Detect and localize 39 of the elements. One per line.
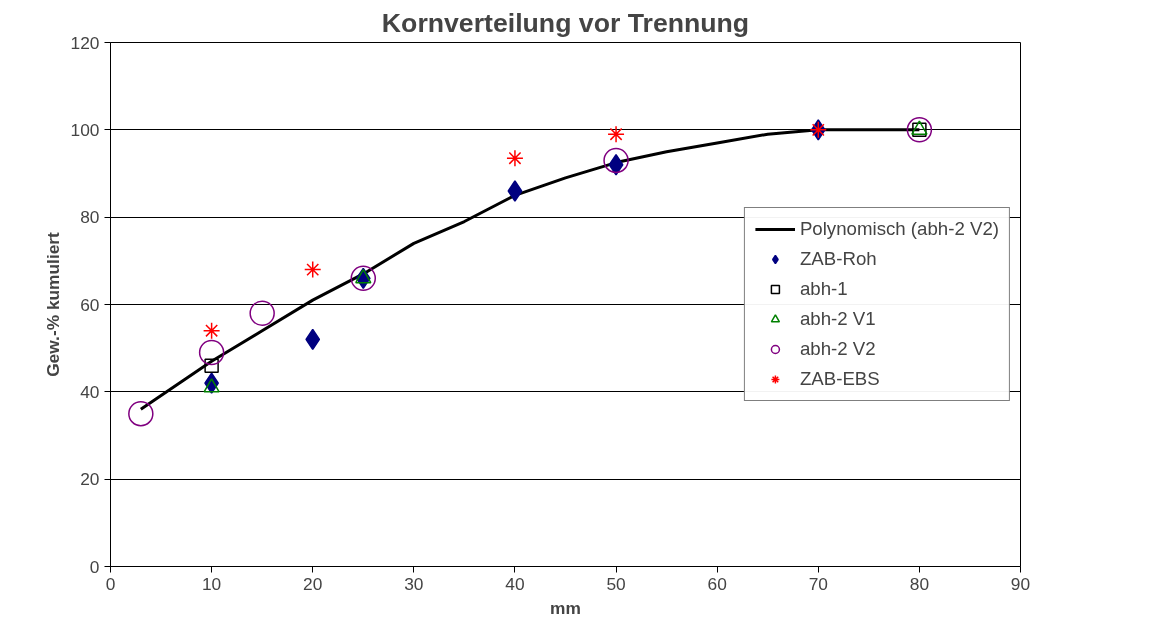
chart-title: Kornverteilung vor Trennung (381, 7, 750, 38)
point (202, 321, 221, 340)
x-tick-label: 0 (105, 573, 116, 594)
y-tick-label: 100 (70, 119, 100, 140)
point (507, 180, 523, 202)
x-tick-label: 20 (303, 573, 323, 594)
legend-label: abh-1 (799, 278, 848, 300)
y-tick-label: 20 (80, 469, 100, 490)
point (204, 358, 219, 373)
x-tick-label: 30 (404, 573, 424, 594)
x-tick-label: 60 (707, 573, 727, 594)
legend-label: Polynomisch (abh-2 V2) (799, 218, 999, 240)
point (350, 265, 377, 292)
legend-label: abh-2 V2 (799, 338, 876, 360)
point (249, 300, 275, 326)
x-tick-label: 80 (909, 573, 930, 594)
point (128, 400, 154, 427)
y-tick-label: 60 (80, 294, 100, 315)
point (303, 260, 322, 279)
x-tick-label: 40 (505, 573, 525, 594)
y-tick-label: 0 (89, 556, 100, 577)
x-tick-label: 90 (1010, 573, 1031, 594)
x-tick-label: 70 (808, 573, 828, 594)
legend-label: ZAB-Roh (799, 248, 877, 270)
point (603, 147, 629, 174)
y-tick-label: 40 (80, 381, 100, 402)
point (203, 378, 220, 393)
point (906, 117, 933, 143)
y-tick-label: 120 (70, 32, 100, 53)
legend-label: abh-2 V1 (799, 308, 876, 330)
x-tick-label: 50 (606, 573, 626, 594)
point (198, 339, 225, 366)
y-axis-title: Gew.-% kumuliert (42, 231, 63, 377)
x-tick-label: 10 (201, 573, 222, 594)
y-tick-label: 80 (80, 207, 100, 228)
point (506, 149, 524, 167)
x-axis-title: mm (550, 597, 581, 618)
legend-label: ZAB-EBS (799, 368, 880, 390)
point (607, 125, 625, 143)
